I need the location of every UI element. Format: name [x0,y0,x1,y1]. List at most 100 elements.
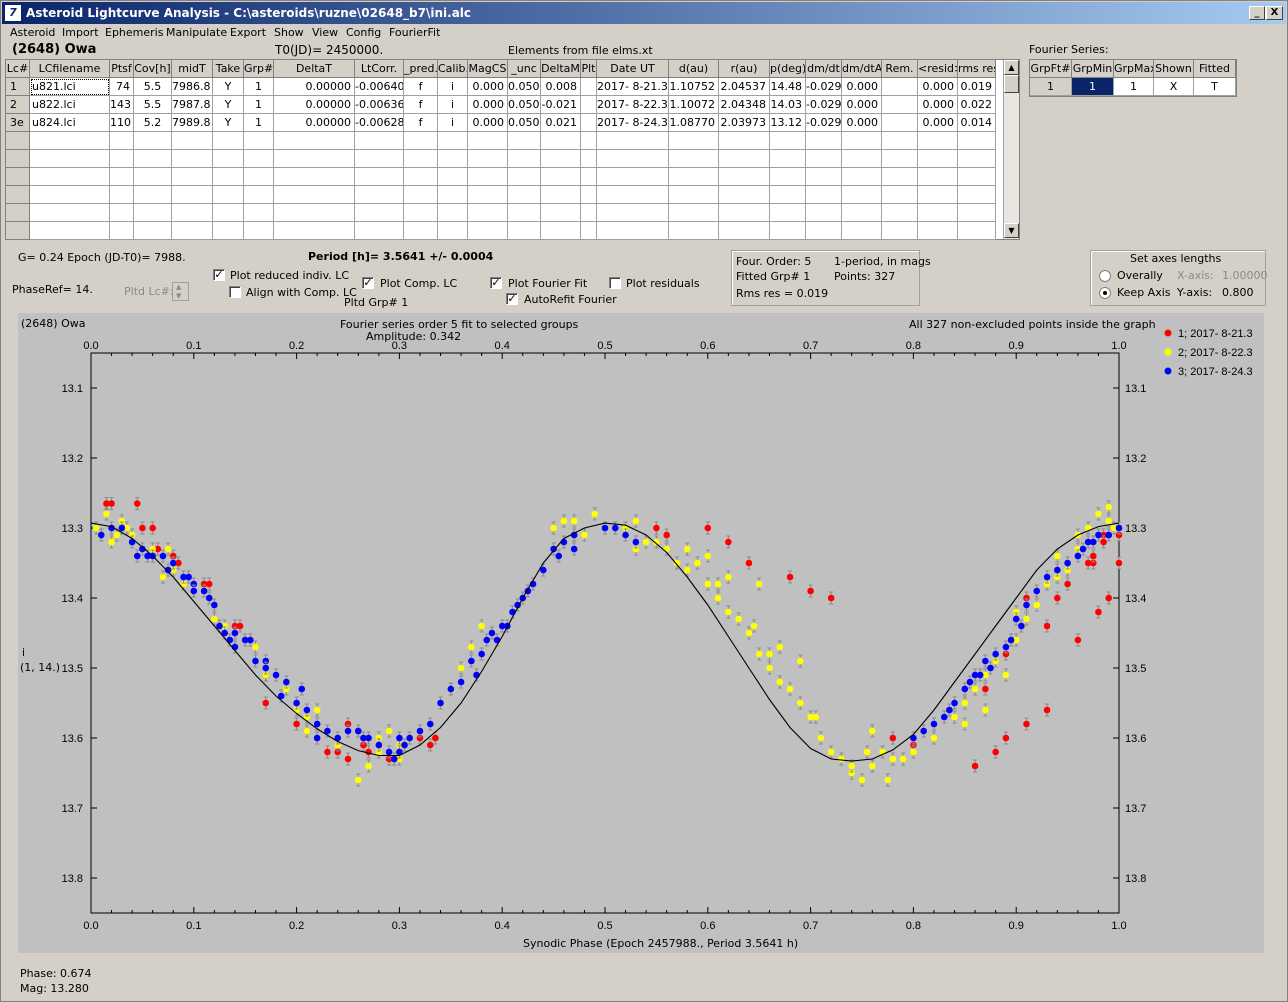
keep-axis-radio[interactable] [1099,287,1111,299]
lc-row-header[interactable] [6,222,30,240]
pltd-lc-spinner[interactable]: ▲ ▼ [172,282,189,301]
lc-cell[interactable] [508,150,541,168]
lc-cell[interactable] [110,150,134,168]
lc-col-header[interactable]: r(au) [719,60,770,78]
lc-cell[interactable] [597,204,669,222]
lc-cell[interactable] [918,186,958,204]
lc-cell[interactable] [508,186,541,204]
lc-cell[interactable] [882,96,918,114]
close-button[interactable]: X [1266,6,1283,20]
plot-comp-checkbox[interactable]: ✓ [362,276,374,289]
lc-cell[interactable]: 0.000 [918,96,958,114]
menu-export[interactable]: Export [230,26,267,39]
fourier-series-table[interactable]: GrpFt# 1 GrpMin 1 GrpMax 1 Shown X Fitted T [1029,59,1237,97]
lc-cell[interactable]: 13.12 [770,114,806,132]
lc-cell[interactable]: f [404,96,438,114]
lc-cell[interactable] [468,150,508,168]
lc-cell[interactable]: 110 [110,114,134,132]
lc-cell[interactable] [30,222,110,240]
lc-cell[interactable] [719,186,770,204]
lc-cell[interactable] [882,150,918,168]
lc-cell[interactable] [355,132,404,150]
lc-cell[interactable] [842,168,882,186]
overally-radio[interactable] [1099,270,1111,282]
lc-cell[interactable] [958,168,996,186]
lc-cell[interactable] [581,186,597,204]
lc-table-scrollbar[interactable]: ▲ ▼ [1003,60,1019,239]
lc-cell[interactable] [669,186,719,204]
lc-cell[interactable] [468,204,508,222]
lc-cell[interactable] [882,114,918,132]
lc-cell[interactable] [770,186,806,204]
lc-col-header[interactable]: rms res [958,60,996,78]
lc-cell[interactable] [244,222,274,240]
lc-cell[interactable]: 0.00000 [274,114,355,132]
lc-cell[interactable]: 1.08770 [669,114,719,132]
lc-cell[interactable] [134,150,172,168]
fourier-col-header[interactable]: Fitted [1194,60,1236,78]
lc-cell[interactable] [581,168,597,186]
lc-cell[interactable] [918,204,958,222]
lc-cell[interactable] [172,186,213,204]
menu-view[interactable]: View [312,26,339,39]
lc-cell[interactable] [274,222,355,240]
lc-cell[interactable]: u824.lci [30,114,110,132]
lc-cell[interactable] [806,186,842,204]
lc-cell[interactable] [468,168,508,186]
lc-cell[interactable] [244,168,274,186]
lc-cell[interactable] [882,78,918,96]
lc-cell[interactable] [958,132,996,150]
lc-cell[interactable] [581,78,597,96]
lc-cell[interactable] [468,186,508,204]
lc-cell[interactable] [438,168,468,186]
lc-col-header[interactable]: p(deg) [770,60,806,78]
lc-cell[interactable] [213,132,244,150]
lc-cell[interactable] [842,132,882,150]
lc-cell[interactable] [770,222,806,240]
lc-cell[interactable] [213,168,244,186]
lc-cell[interactable]: 5.5 [134,96,172,114]
lc-row-header[interactable] [6,204,30,222]
lc-cell[interactable] [541,132,581,150]
lc-cell[interactable] [806,132,842,150]
fourier-cell[interactable]: X [1154,78,1194,96]
lc-cell[interactable] [770,150,806,168]
lc-cell[interactable]: 0.050 [508,96,541,114]
lc-cell[interactable]: 1 [244,114,274,132]
lc-row-header[interactable] [6,150,30,168]
lc-cell[interactable] [30,168,110,186]
lc-cell[interactable]: 0.000 [468,78,508,96]
lc-cell[interactable] [355,186,404,204]
lc-cell[interactable]: 7987.8 [172,96,213,114]
lc-cell[interactable] [918,150,958,168]
menu-config[interactable]: Config [346,26,382,39]
lc-cell[interactable]: 5.2 [134,114,172,132]
lc-row-header[interactable]: 1 [6,78,30,96]
lc-cell[interactable] [468,132,508,150]
lc-cell[interactable] [770,204,806,222]
lc-cell[interactable] [719,204,770,222]
lc-cell[interactable] [918,132,958,150]
lc-cell[interactable] [508,168,541,186]
lc-cell[interactable] [172,150,213,168]
lc-cell[interactable] [541,150,581,168]
lc-cell[interactable] [274,132,355,150]
lc-cell[interactable]: 2017- 8-21.3 [597,78,669,96]
lc-cell[interactable] [213,222,244,240]
lc-cell[interactable]: -0.00628 [355,114,404,132]
lc-cell[interactable] [958,186,996,204]
lc-cell[interactable] [438,150,468,168]
lc-col-header[interactable]: Cov[h] [134,60,172,78]
lc-cell[interactable] [581,132,597,150]
lc-cell[interactable] [669,132,719,150]
fourier-col-header[interactable]: GrpFt# [1030,60,1072,78]
app-icon[interactable]: 7 [5,5,21,21]
lc-cell[interactable] [274,204,355,222]
menu-asteroid[interactable]: Asteroid [10,26,56,39]
lc-cell[interactable] [882,132,918,150]
lc-cell[interactable]: 1.10752 [669,78,719,96]
lc-cell[interactable] [882,222,918,240]
fourier-cell[interactable]: 1 [1114,78,1154,96]
lc-cell[interactable]: 0.014 [958,114,996,132]
title-bar[interactable]: 7 Asteroid Lightcurve Analysis - C:\aste… [2,2,1286,24]
